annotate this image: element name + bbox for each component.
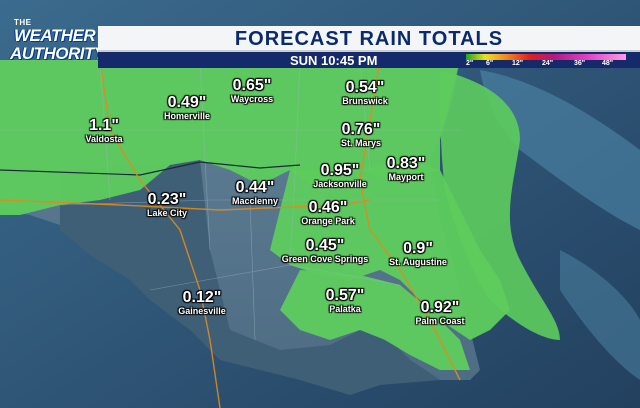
legend-label-24: 24" bbox=[542, 60, 554, 67]
rain-value: 0.12" bbox=[182, 289, 222, 306]
location-palatka: 0.57" Palatka bbox=[310, 288, 380, 314]
logo-authority: AUTHORITY bbox=[10, 44, 105, 63]
city-name: St. Augustine bbox=[389, 257, 447, 267]
city-name: Mayport bbox=[388, 172, 424, 182]
legend-label-36: 36" bbox=[574, 60, 586, 67]
city-name: Jacksonville bbox=[313, 179, 367, 189]
page-title: FORECAST RAIN TOTALS bbox=[234, 28, 504, 50]
city-name: Waycross bbox=[230, 94, 274, 104]
city-name: Macclenny bbox=[231, 196, 279, 206]
weather-authority-logo: THE WEATHER AUTHORITY bbox=[6, 18, 105, 70]
location-st-marys: 0.76" St. Marys bbox=[328, 122, 394, 148]
location-homerville: 0.49" Homerville bbox=[152, 95, 222, 121]
location-palm-coast: 0.92" Palm Coast bbox=[402, 300, 478, 326]
location-green-cove-springs: 0.45" Green Cove Springs bbox=[270, 238, 380, 264]
city-name: Orange Park bbox=[301, 216, 355, 226]
ocean-rain-band-2 bbox=[560, 250, 640, 380]
location-lake-city: 0.23" Lake City bbox=[132, 192, 202, 218]
city-name: Valdosta bbox=[85, 134, 123, 144]
rain-value: 0.92" bbox=[420, 299, 460, 316]
rain-value: 0.57" bbox=[325, 287, 365, 304]
logo-weather: WEATHER bbox=[14, 26, 96, 45]
title-bar: FORECAST RAIN TOTALS bbox=[98, 26, 640, 52]
location-mayport: 0.83" Mayport bbox=[372, 156, 440, 182]
rain-value: 0.44" bbox=[235, 179, 275, 196]
rain-value: 0.45" bbox=[305, 237, 345, 254]
legend-label-2: 2" bbox=[466, 60, 474, 67]
city-name: Lake City bbox=[146, 208, 188, 218]
highways bbox=[0, 59, 461, 408]
rain-value: 0.83" bbox=[386, 155, 426, 172]
location-st-augustine: 0.9" St. Augustine bbox=[380, 241, 456, 267]
ocean-rain-band bbox=[480, 70, 640, 230]
rain-area-south bbox=[280, 270, 470, 370]
rain-value: 0.46" bbox=[308, 199, 348, 216]
rain-value: 0.95" bbox=[320, 162, 360, 179]
rain-legend bbox=[466, 54, 626, 60]
florida-region bbox=[60, 160, 440, 395]
rain-value: 1.1" bbox=[89, 117, 119, 134]
legend-label-12: 12" bbox=[512, 60, 524, 67]
location-orange-park: 0.46" Orange Park bbox=[288, 200, 368, 226]
city-name: Green Cove Springs bbox=[281, 254, 369, 264]
rain-value: 0.49" bbox=[167, 94, 207, 111]
legend-label-6: 6" bbox=[486, 60, 494, 67]
location-valdosta: 1.1" Valdosta bbox=[72, 118, 136, 144]
location-jacksonville: 0.95" Jacksonville bbox=[300, 163, 380, 189]
location-waycross: 0.65" Waycross bbox=[222, 78, 282, 104]
rain-value: 0.23" bbox=[147, 191, 187, 208]
location-macclenny: 0.44" Macclenny bbox=[220, 180, 290, 206]
rain-value: 0.54" bbox=[345, 79, 385, 96]
rain-value: 0.65" bbox=[232, 77, 272, 94]
legend-label-48: 48" bbox=[602, 60, 614, 67]
forecast-time: SUN 10:45 PM bbox=[290, 53, 378, 68]
city-name: Brunswick bbox=[342, 96, 388, 106]
rain-area-coastal bbox=[440, 70, 560, 340]
city-name: Homerville bbox=[163, 111, 211, 121]
city-name: Gainesville bbox=[178, 306, 226, 316]
state-border bbox=[0, 161, 301, 176]
rain-value: 0.76" bbox=[341, 121, 381, 138]
city-name: St. Marys bbox=[340, 138, 382, 148]
location-brunswick: 0.54" Brunswick bbox=[330, 80, 400, 106]
city-name: Palatka bbox=[329, 304, 361, 314]
city-name: Palm Coast bbox=[415, 316, 465, 326]
rain-value: 0.9" bbox=[403, 240, 433, 257]
logo-the: THE bbox=[14, 18, 32, 27]
location-gainesville: 0.12" Gainesville bbox=[164, 290, 240, 316]
